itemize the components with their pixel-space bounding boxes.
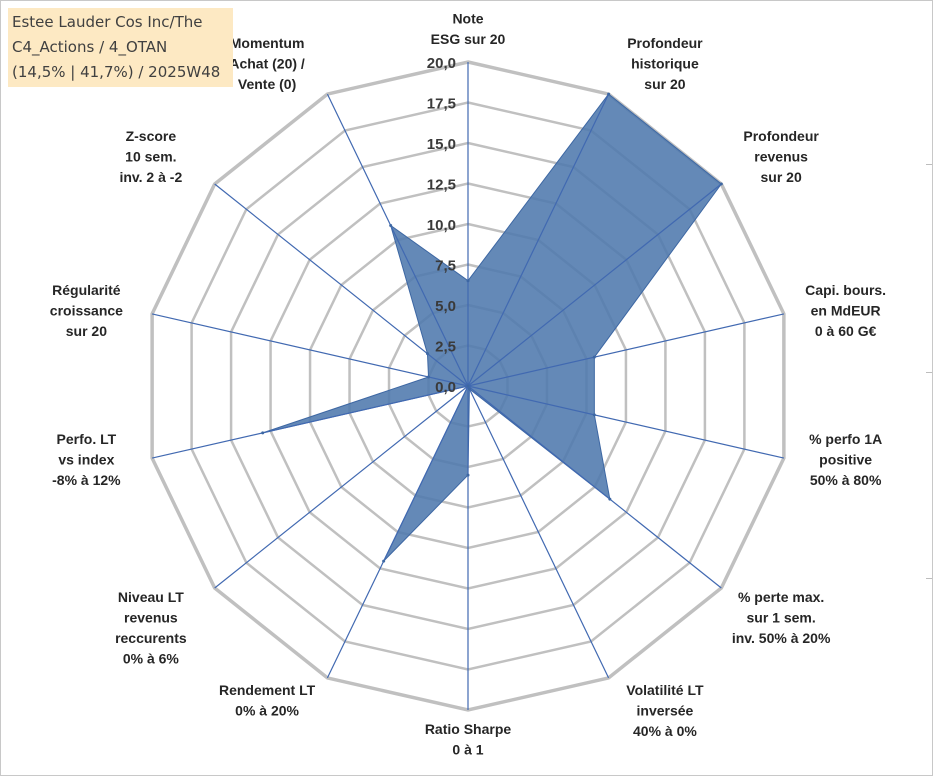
axis-spoke	[151, 385, 469, 459]
axis-label-line: croissance	[50, 303, 123, 319]
axis-label-line: % perfo 1A	[809, 431, 882, 447]
radial-tick-label: 15,0	[427, 136, 456, 153]
axis-spoke	[467, 385, 610, 679]
data-point	[427, 375, 431, 379]
radial-tick-label: 10,0	[427, 217, 456, 234]
data-point	[261, 431, 265, 435]
axis-label: % perfo 1A positive 50% à 80%	[809, 431, 882, 488]
data-point	[608, 497, 612, 501]
data-point	[425, 352, 429, 356]
axis-label: Note ESG sur 20	[431, 11, 506, 48]
axis-label-line: vs index	[58, 451, 114, 467]
axis-label-line: ESG sur 20	[431, 31, 506, 47]
edge-tick	[926, 372, 932, 373]
edge-tick	[926, 164, 932, 165]
radial-tick-label: 0,0	[435, 379, 456, 396]
axis-label-line: 10 sem.	[125, 148, 176, 164]
axis-label-line: Z-score	[126, 128, 177, 144]
axis-spoke	[467, 183, 722, 387]
axis-label: Perfo. LT vs index -8% à 12%	[52, 431, 121, 488]
axis-label-line: Régularité	[52, 282, 121, 298]
axis-label: Capi. bours. en MdEUR 0 à 60 G€	[805, 282, 886, 339]
radial-tick-label: 12,5	[427, 177, 456, 194]
axis-label: Niveau LT revenus reccurents 0% à 6%	[115, 589, 187, 667]
axis-label-line: sur 20	[761, 169, 802, 185]
axis-label-line: Achat (20) /	[229, 56, 305, 72]
axis-spoke	[467, 93, 610, 387]
axis-spoke	[214, 183, 469, 387]
axis-label-line: 0% à 20%	[235, 702, 299, 718]
axis-label: Z-score 10 sem. inv. 2 à -2	[119, 128, 182, 185]
axis-label-line: Rendement LT	[219, 682, 316, 698]
axis-spoke	[151, 313, 469, 387]
axis-spoke	[467, 385, 785, 459]
axis-label-line: positive	[819, 451, 872, 467]
edge-tick	[926, 578, 932, 579]
axis-spoke	[214, 385, 469, 589]
axis-label-line: 0 à 60 G€	[815, 323, 877, 339]
axis-label-line: historique	[631, 56, 699, 72]
axis-label-line: sur 1 sem.	[746, 610, 815, 626]
axis-label: Ratio Sharpe 0 à 1	[425, 721, 512, 758]
radial-tick-label: 2,5	[435, 339, 456, 356]
axis-label: % perte max. sur 1 sem. inv. 50% à 20%	[732, 589, 831, 646]
axis-label-line: Capi. bours.	[805, 282, 886, 298]
axis-label-line: revenus	[124, 610, 178, 626]
axis-label-line: 0% à 6%	[123, 651, 180, 667]
chart-title-line-3: (14,5% | 41,7%) / 2025W48	[12, 63, 221, 81]
axis-label: Régularité croissance sur 20	[50, 282, 123, 339]
axis-label-line: 0 à 1	[452, 742, 483, 758]
data-point	[466, 279, 470, 283]
data-point	[389, 223, 393, 227]
axis-label-line: inversée	[637, 702, 694, 718]
data-series-area	[262, 93, 723, 562]
data-point	[592, 355, 596, 359]
data-point	[382, 559, 386, 563]
axis-label-line: % perte max.	[738, 589, 824, 605]
axis-label-line: Perfo. LT	[57, 431, 117, 447]
axis-label-line: Note	[452, 11, 483, 27]
axis-label-line: Ratio Sharpe	[425, 721, 512, 737]
axis-label-line: sur 20	[644, 76, 685, 92]
data-point	[466, 384, 470, 388]
axis-label: Momentum Achat (20) / Vente (0)	[229, 35, 305, 92]
axis-label-line: Profondeur	[743, 128, 819, 144]
axis-label-line: inv. 50% à 20%	[732, 630, 831, 646]
radial-tick-label: 20,0	[427, 55, 456, 72]
data-point	[719, 182, 723, 186]
data-point	[466, 473, 470, 477]
radial-tick-label: 17,5	[427, 96, 456, 113]
axis-label-line: 40% à 0%	[633, 723, 697, 739]
axis-label-line: -8% à 12%	[52, 472, 121, 488]
data-point	[592, 413, 596, 417]
axis-label: Profondeur historique sur 20	[627, 35, 703, 92]
axis-label-line: 50% à 80%	[810, 472, 882, 488]
axis-label-line: reccurents	[115, 630, 187, 646]
axis-spoke	[467, 385, 722, 589]
chart-title-line-2: C4_Actions / 4_OTAN	[12, 38, 168, 56]
axis-spoke	[326, 385, 469, 679]
axis-label-line: sur 20	[66, 323, 107, 339]
axis-label-line: revenus	[754, 148, 808, 164]
axis-label: Volatilité LT inversée 40% à 0%	[626, 682, 704, 739]
data-point	[607, 92, 611, 96]
axis-label: Rendement LT 0% à 20%	[219, 682, 316, 719]
chart-title-box: Estee Lauder Cos Inc/The C4_Actions / 4_…	[8, 8, 233, 87]
axis-label-line: en MdEUR	[811, 303, 881, 319]
axis-spoke	[326, 93, 469, 387]
radial-tick-label: 7,5	[435, 258, 456, 275]
axis-label-line: Vente (0)	[238, 76, 296, 92]
axis-label: Profondeur revenus sur 20	[743, 128, 819, 185]
chart-title-line-1: Estee Lauder Cos Inc/The	[12, 13, 203, 31]
axis-label-line: Niveau LT	[118, 589, 184, 605]
axis-label-line: Profondeur	[627, 35, 703, 51]
radial-tick-label: 5,0	[435, 298, 456, 315]
axis-label-line: Volatilité LT	[626, 682, 704, 698]
data-point	[467, 387, 471, 391]
axis-label-line: Momentum	[230, 35, 305, 51]
axis-label-line: inv. 2 à -2	[119, 169, 182, 185]
axis-spoke	[467, 313, 785, 387]
